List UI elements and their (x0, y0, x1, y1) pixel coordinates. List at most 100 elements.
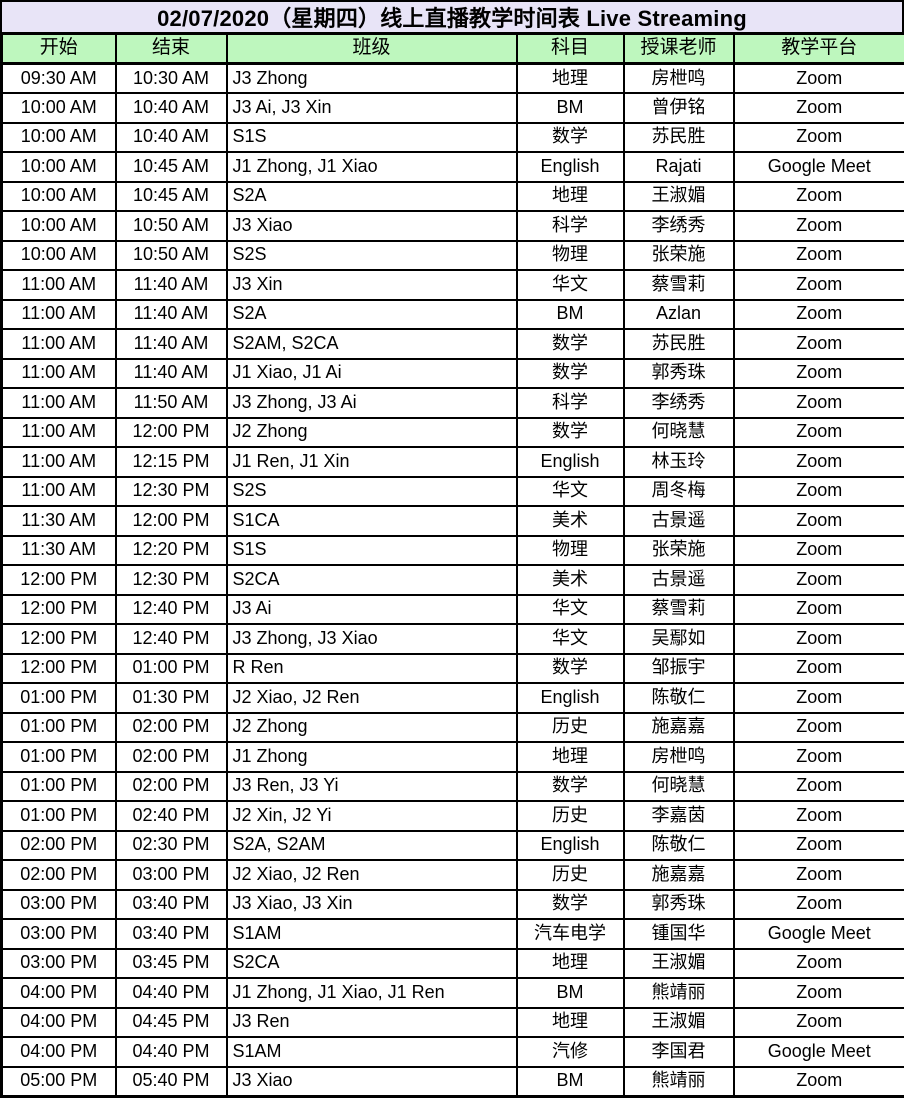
cell-class: J3 Zhong, J3 Xiao (227, 624, 517, 654)
cell-teacher: 陈敬仁 (624, 683, 734, 713)
cell-class: J1 Ren, J1 Xin (227, 447, 517, 477)
cell-end-time: 12:15 PM (116, 447, 227, 477)
cell-platform: Zoom (734, 64, 904, 94)
cell-end-time: 03:40 PM (116, 890, 227, 920)
cell-end-time: 12:40 PM (116, 595, 227, 625)
cell-end-time: 11:40 AM (116, 270, 227, 300)
cell-end-time: 12:30 PM (116, 477, 227, 507)
cell-class: J3 Zhong (227, 64, 517, 94)
cell-subject: 历史 (517, 860, 624, 890)
header-platform: 教学平台 (734, 34, 904, 64)
cell-platform: Zoom (734, 329, 904, 359)
cell-end-time: 05:40 PM (116, 1067, 227, 1097)
cell-subject: 地理 (517, 64, 624, 94)
cell-platform: Zoom (734, 300, 904, 330)
cell-subject: 科学 (517, 388, 624, 418)
cell-platform: Zoom (734, 477, 904, 507)
cell-start-time: 03:00 PM (2, 949, 116, 979)
cell-platform: Zoom (734, 418, 904, 448)
cell-platform: Zoom (734, 978, 904, 1008)
cell-class: J1 Zhong, J1 Xiao, J1 Ren (227, 978, 517, 1008)
cell-start-time: 03:00 PM (2, 919, 116, 949)
cell-subject: 数学 (517, 654, 624, 684)
cell-class: J1 Xiao, J1 Ai (227, 359, 517, 389)
cell-platform: Zoom (734, 772, 904, 802)
cell-teacher: 李国君 (624, 1037, 734, 1067)
cell-platform: Zoom (734, 536, 904, 566)
cell-platform: Zoom (734, 890, 904, 920)
cell-class: S1S (227, 536, 517, 566)
cell-end-time: 10:45 AM (116, 182, 227, 212)
cell-class: J2 Xiao, J2 Ren (227, 860, 517, 890)
cell-teacher: 李绣秀 (624, 211, 734, 241)
cell-teacher: 苏民胜 (624, 123, 734, 153)
cell-end-time: 10:50 AM (116, 241, 227, 271)
cell-subject: 华文 (517, 595, 624, 625)
cell-class: J3 Ren, J3 Yi (227, 772, 517, 802)
cell-end-time: 02:00 PM (116, 772, 227, 802)
cell-subject: 地理 (517, 182, 624, 212)
cell-platform: Zoom (734, 654, 904, 684)
cell-platform: Zoom (734, 270, 904, 300)
cell-subject: 物理 (517, 241, 624, 271)
cell-platform: Google Meet (734, 152, 904, 182)
cell-subject: BM (517, 978, 624, 1008)
cell-teacher: 张荣施 (624, 536, 734, 566)
cell-start-time: 11:00 AM (2, 418, 116, 448)
cell-end-time: 02:40 PM (116, 801, 227, 831)
cell-end-time: 01:00 PM (116, 654, 227, 684)
cell-end-time: 03:00 PM (116, 860, 227, 890)
cell-platform: Zoom (734, 241, 904, 271)
cell-class: S1AM (227, 1037, 517, 1067)
cell-start-time: 01:00 PM (2, 713, 116, 743)
cell-subject: English (517, 831, 624, 861)
cell-start-time: 03:00 PM (2, 890, 116, 920)
cell-end-time: 02:00 PM (116, 742, 227, 772)
cell-end-time: 04:40 PM (116, 1037, 227, 1067)
cell-start-time: 04:00 PM (2, 1037, 116, 1067)
cell-class: S2A, S2AM (227, 831, 517, 861)
cell-start-time: 11:00 AM (2, 477, 116, 507)
cell-teacher: 蔡雪莉 (624, 595, 734, 625)
cell-start-time: 01:00 PM (2, 742, 116, 772)
cell-platform: Zoom (734, 388, 904, 418)
cell-end-time: 10:40 AM (116, 123, 227, 153)
cell-subject: 数学 (517, 772, 624, 802)
cell-class: J3 Xiao (227, 1067, 517, 1097)
cell-start-time: 11:00 AM (2, 270, 116, 300)
cell-platform: Zoom (734, 182, 904, 212)
cell-subject: 地理 (517, 742, 624, 772)
cell-start-time: 10:00 AM (2, 93, 116, 123)
cell-end-time: 12:20 PM (116, 536, 227, 566)
cell-platform: Zoom (734, 713, 904, 743)
cell-teacher: 曾伊铭 (624, 93, 734, 123)
cell-class: S2CA (227, 949, 517, 979)
cell-class: J2 Zhong (227, 713, 517, 743)
cell-class: S2S (227, 477, 517, 507)
cell-end-time: 12:00 PM (116, 506, 227, 536)
cell-platform: Zoom (734, 1008, 904, 1038)
cell-platform: Zoom (734, 506, 904, 536)
cell-end-time: 10:30 AM (116, 64, 227, 94)
cell-end-time: 12:30 PM (116, 565, 227, 595)
cell-class: S1S (227, 123, 517, 153)
cell-platform: Zoom (734, 860, 904, 890)
